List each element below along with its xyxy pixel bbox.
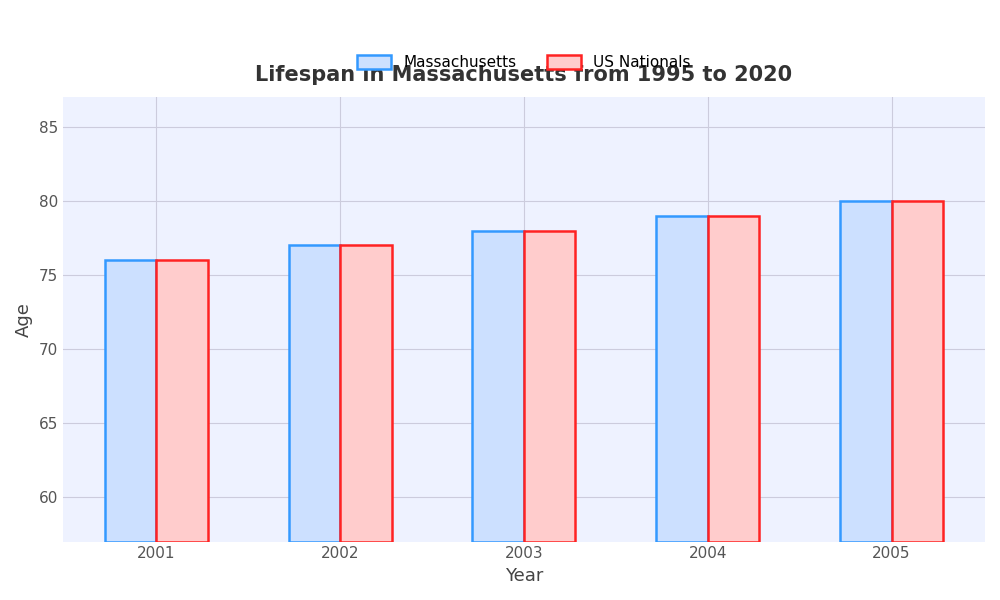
X-axis label: Year: Year xyxy=(505,567,543,585)
Bar xyxy=(656,216,708,542)
Bar xyxy=(840,201,892,542)
Bar xyxy=(289,245,340,542)
Bar xyxy=(156,260,208,542)
Y-axis label: Age: Age xyxy=(15,302,33,337)
Bar xyxy=(708,216,759,542)
Title: Lifespan in Massachusetts from 1995 to 2020: Lifespan in Massachusetts from 1995 to 2… xyxy=(255,65,792,85)
Bar xyxy=(472,230,524,542)
Bar xyxy=(524,230,575,542)
Legend: Massachusetts, US Nationals: Massachusetts, US Nationals xyxy=(350,47,698,77)
Bar xyxy=(340,245,392,542)
Bar xyxy=(105,260,156,542)
Bar xyxy=(892,201,943,542)
